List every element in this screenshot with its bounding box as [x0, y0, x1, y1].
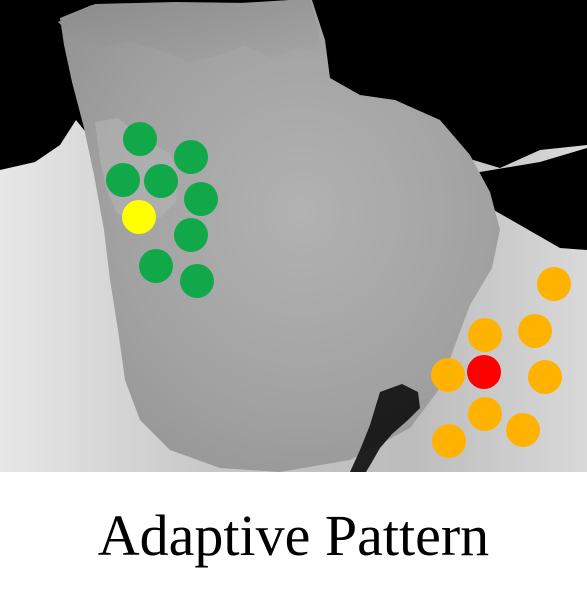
right-pattern-center-point — [467, 355, 501, 389]
shadow-region — [430, 148, 587, 250]
left-pattern-center-point — [122, 200, 156, 234]
left-pattern-neighbor-point — [174, 140, 208, 174]
right-pattern-neighbor-point — [468, 397, 502, 431]
depth-map-panel — [0, 0, 587, 472]
right-pattern-neighbor-point — [528, 360, 562, 394]
right-pattern-neighbor-point — [506, 413, 540, 447]
left-pattern-neighbor-point — [144, 164, 178, 198]
left-pattern-neighbor-point — [106, 163, 140, 197]
right-pattern-neighbor-point — [468, 318, 502, 352]
left-pattern-neighbor-point — [180, 264, 214, 298]
right-pattern-neighbor-point — [431, 358, 465, 392]
left-pattern-neighbor-point — [139, 249, 173, 283]
right-pattern-neighbor-point — [432, 424, 466, 458]
left-pattern — [106, 122, 218, 298]
right-pattern-neighbor-point — [518, 314, 552, 348]
right-pattern — [431, 267, 571, 458]
object-body — [60, 0, 500, 472]
right-pattern-neighbor-point — [537, 267, 571, 301]
left-pattern-neighbor-point — [174, 218, 208, 252]
object-crack — [350, 384, 420, 472]
figure-caption: Adaptive Pattern — [97, 503, 490, 568]
left-pattern-neighbor-point — [123, 122, 157, 156]
object-top — [58, 0, 320, 62]
left-pattern-neighbor-point — [184, 182, 218, 216]
